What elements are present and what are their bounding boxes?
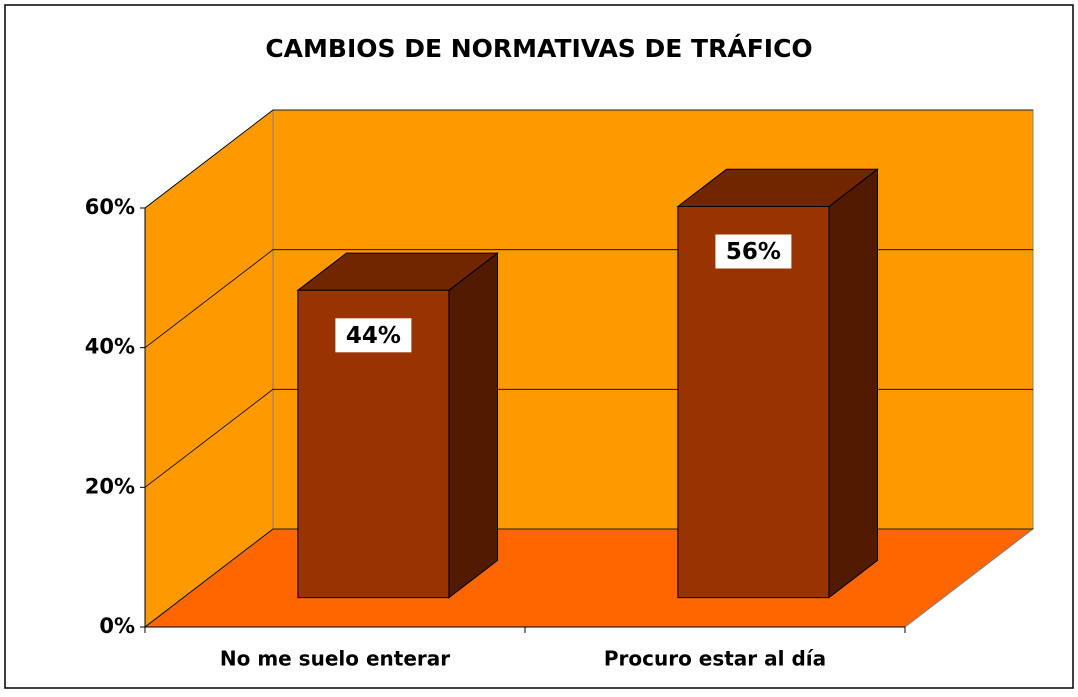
x-tick-label: No me suelo enterar: [220, 647, 450, 671]
y-tick-label: 40%: [85, 335, 135, 359]
value-label: 44%: [346, 323, 401, 349]
chart-title: CAMBIOS DE NORMATIVAS DE TRÁFICO: [265, 34, 812, 63]
value-label-box: [715, 234, 792, 269]
value-label-box: [335, 318, 412, 353]
grid-line: [144, 109, 1033, 209]
value-label: 56%: [726, 239, 781, 265]
bar-side: [828, 168, 878, 599]
bar: [677, 206, 830, 599]
bar: [297, 289, 450, 599]
y-tick-label: 60%: [85, 195, 135, 219]
x-tick-label: Procuro estar al día: [604, 647, 826, 671]
bar-side: [448, 252, 498, 599]
y-tick-label: 20%: [85, 474, 135, 498]
floor: [143, 528, 1035, 628]
y-tick-label: 0%: [99, 614, 135, 638]
